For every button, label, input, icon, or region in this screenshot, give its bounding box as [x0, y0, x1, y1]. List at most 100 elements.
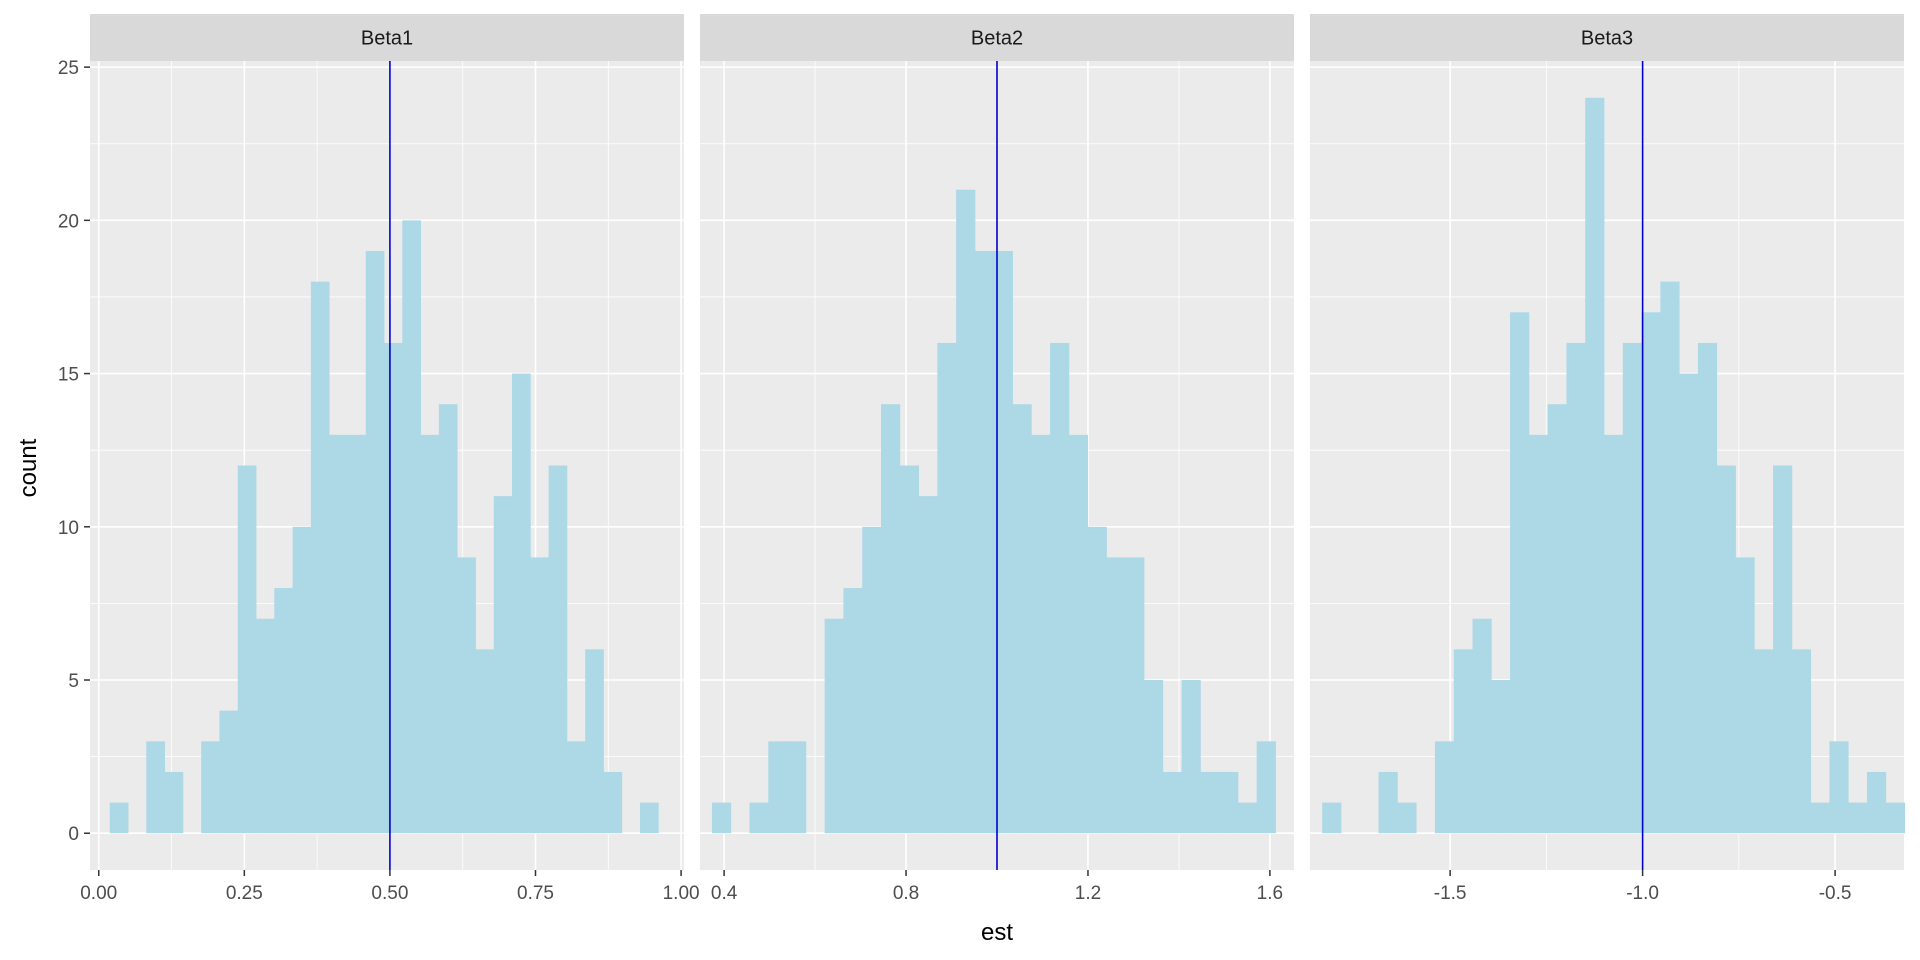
histogram-bar	[219, 710, 239, 834]
x-tick-label: 0.8	[893, 883, 919, 904]
histogram-bar	[237, 465, 257, 834]
histogram-bar	[1012, 404, 1032, 834]
histogram-bar	[1106, 557, 1126, 834]
histogram-bar	[274, 588, 294, 834]
x-tick-label: 1.6	[1257, 883, 1283, 904]
histogram-bar	[824, 618, 844, 834]
histogram-bar	[937, 342, 957, 834]
histogram-bar	[292, 526, 312, 834]
histogram-bar	[1528, 434, 1549, 834]
histogram-bar	[1867, 771, 1887, 834]
histogram-bar	[1754, 649, 1774, 834]
histogram-bar	[384, 342, 403, 834]
histogram-bar	[862, 526, 882, 834]
facet-strip-label: Beta2	[971, 28, 1023, 50]
histogram-bar	[993, 250, 1013, 834]
facet-strip-label: Beta1	[361, 28, 413, 50]
histogram-bar	[585, 649, 604, 834]
x-tick-label: 0.4	[711, 883, 738, 904]
x-tick-label: 0.75	[517, 883, 554, 904]
histogram-bar	[1697, 342, 1718, 834]
facet-panel-beta3: Beta3 -1.5 -1.0 -0.5	[1310, 14, 1905, 904]
histogram-bar	[438, 404, 458, 834]
histogram-bar	[974, 250, 995, 834]
y-tick-label: 10	[58, 518, 79, 539]
histogram-bar	[329, 434, 348, 834]
histogram-bar	[1434, 741, 1455, 834]
histogram-bar	[109, 802, 129, 834]
histogram-bar	[512, 373, 531, 834]
y-tick-label: 5	[68, 671, 79, 692]
histogram-bar	[843, 588, 863, 834]
facet-panels: Beta1 0.00 0.25 0.50 0.75 1.00 Beta2 0.4 0.8 1.2 1…	[80, 14, 1905, 904]
histogram-bar	[768, 741, 788, 834]
histogram-bar	[1622, 342, 1642, 834]
facet-strip	[1310, 14, 1904, 61]
x-axis-title: est	[981, 919, 1013, 946]
histogram-bar	[1716, 465, 1736, 834]
x-tick-label: 0.25	[226, 883, 263, 904]
histogram-bar	[1143, 680, 1164, 834]
histogram-bar	[603, 771, 623, 834]
histogram-bar	[956, 189, 976, 834]
y-axis: 0 5 10 15 20 25	[58, 58, 90, 845]
histogram-bar	[146, 741, 165, 834]
histogram-bar	[1791, 649, 1812, 834]
histogram-bar	[1181, 680, 1201, 834]
histogram-bar	[711, 802, 732, 834]
histogram-bar	[310, 281, 330, 834]
histogram-bar	[1472, 618, 1492, 834]
histogram-bar	[1491, 680, 1511, 834]
facet-strip	[700, 14, 1294, 61]
histogram-bar	[1585, 97, 1605, 834]
histogram-bar	[1237, 802, 1258, 834]
histogram-bar	[918, 496, 938, 834]
histogram-bar	[1050, 342, 1070, 834]
histogram-bar	[1660, 281, 1680, 834]
histogram-bar	[1603, 434, 1624, 834]
histogram-bar	[475, 649, 495, 834]
histogram-bar	[1547, 404, 1567, 834]
histogram-bar	[457, 557, 476, 834]
y-tick-label: 25	[58, 58, 79, 79]
histogram-bar	[881, 404, 901, 834]
histogram-bar	[164, 771, 184, 834]
histogram-bar	[1256, 741, 1276, 834]
histogram-bar	[1378, 771, 1398, 834]
facet-panel-beta2: Beta2 0.4 0.8 1.2 1.6	[700, 14, 1294, 904]
histogram-bar	[1200, 771, 1220, 834]
histogram-bar	[1848, 802, 1868, 834]
x-tick-label: -1.5	[1434, 883, 1467, 904]
histogram-bar	[420, 434, 440, 834]
histogram-bar	[787, 741, 807, 834]
histogram-bar	[402, 220, 422, 834]
histogram-bar	[365, 250, 385, 834]
histogram-bar	[1885, 802, 1905, 834]
facet-strip-label: Beta3	[1581, 28, 1633, 50]
histogram-bar	[1031, 434, 1051, 834]
y-axis-title: count	[15, 438, 42, 497]
histogram-bar	[548, 465, 568, 834]
histogram-bar	[1566, 342, 1586, 834]
histogram-bar	[749, 802, 769, 834]
histogram-bar	[1125, 557, 1145, 834]
x-tick-label: -1.0	[1626, 883, 1659, 904]
histogram-bar	[566, 741, 586, 834]
x-tick-label: 1.2	[1075, 883, 1101, 904]
histogram-bar	[493, 496, 513, 834]
x-tick-label: -0.5	[1819, 883, 1852, 904]
histogram-bar	[1829, 741, 1849, 834]
histogram-bar	[530, 557, 550, 834]
histogram-bar	[1453, 649, 1473, 834]
histogram-bar	[1773, 465, 1793, 834]
histogram-bar	[1162, 771, 1182, 834]
x-tick-label: 0.00	[80, 883, 117, 904]
histogram-bar	[201, 741, 220, 834]
facet-panel-beta1: Beta1 0.00 0.25 0.50 0.75 1.00	[80, 14, 700, 904]
y-tick-label: 0	[68, 824, 79, 845]
facet-strip	[90, 14, 684, 61]
histogram-bar	[640, 802, 659, 834]
histogram-bar	[1510, 312, 1530, 834]
histogram-bar	[1322, 802, 1342, 834]
